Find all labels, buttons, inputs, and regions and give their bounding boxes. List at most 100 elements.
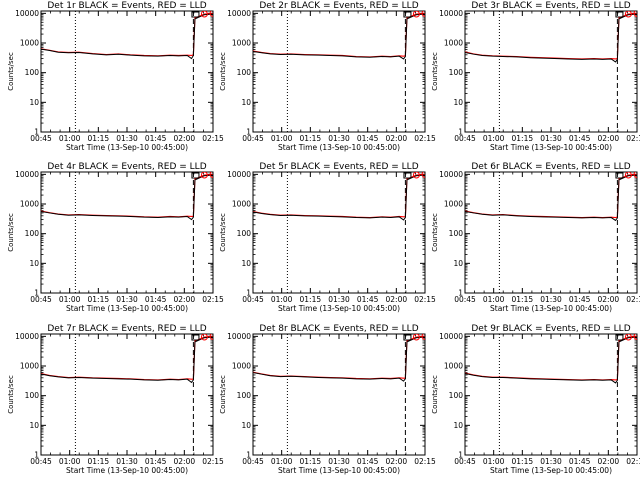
y-tick-label: 10 xyxy=(29,259,39,268)
x-tick-label: 02:00 xyxy=(174,134,196,143)
lld-marker xyxy=(412,11,420,18)
x-tick-label: 01:30 xyxy=(540,457,562,466)
y-tick-label: 10000 xyxy=(227,9,251,18)
events-series-line xyxy=(253,336,425,382)
y-tick-label: 100 xyxy=(449,68,464,77)
lld-series-line xyxy=(465,335,637,381)
events-series-line xyxy=(253,174,425,221)
plot-marks xyxy=(41,172,213,293)
x-tick-label: 00:45 xyxy=(454,295,476,304)
detector-plot: Det 5r BLACK = Events, RED = LLD 1 10 100 10… xyxy=(219,162,436,313)
x-tick-label: 01:45 xyxy=(569,457,591,466)
x-tick-label: 01:30 xyxy=(540,134,562,143)
x-axis-label: Start Time (13-Sep-10 00:45:00) xyxy=(490,304,612,313)
events-series-line xyxy=(465,13,637,63)
x-tick-label: 01:00 xyxy=(271,134,293,143)
x-tick-label: 02:15 xyxy=(414,457,436,466)
x-tick-label: 01:15 xyxy=(300,457,322,466)
lld-marker xyxy=(200,172,208,179)
plot-marks xyxy=(465,11,637,132)
x-tick-label: 01:45 xyxy=(357,457,379,466)
x-tick-label: 01:00 xyxy=(483,134,505,143)
plot-marks xyxy=(253,334,425,455)
y-axis-label: Counts/sec xyxy=(219,375,227,414)
x-tick-label: 01:00 xyxy=(483,457,505,466)
x-tick-label: 02:00 xyxy=(598,134,620,143)
detector-plot: Det 3r BLACK = Events, RED = LLD 1 10 100 10… xyxy=(431,1,640,152)
detector-plot: Det 4r BLACK = Events, RED = LLD 1 10 100 10… xyxy=(7,162,224,313)
y-axis-label: Counts/sec xyxy=(431,213,439,252)
y-tick-label: 1000 xyxy=(444,200,463,209)
lld-marker xyxy=(209,172,213,178)
x-tick-label: 01:00 xyxy=(59,134,81,143)
events-series-line xyxy=(41,13,213,60)
plot-title: Det 3r BLACK = Events, RED = LLD xyxy=(471,1,630,11)
x-tick-label: 02:15 xyxy=(202,457,224,466)
lld-marker xyxy=(412,172,420,179)
x-tick-label: 01:00 xyxy=(59,457,81,466)
plot-title: Det 9r BLACK = Events, RED = LLD xyxy=(471,324,630,334)
lld-marker xyxy=(633,11,637,17)
y-tick-label: 1 xyxy=(458,451,463,460)
y-axis-label: Counts/sec xyxy=(431,52,439,91)
x-tick-label: 00:45 xyxy=(454,457,476,466)
lld-marker xyxy=(624,11,632,18)
y-tick-label: 1 xyxy=(246,451,251,460)
x-tick-label: 01:00 xyxy=(271,295,293,304)
y-tick-label: 10000 xyxy=(227,170,251,179)
y-tick-label: 1000 xyxy=(444,362,463,371)
y-tick-label: 1 xyxy=(34,451,39,460)
y-tick-label: 10 xyxy=(241,98,251,107)
plot-marks xyxy=(465,172,637,293)
y-tick-label: 10000 xyxy=(439,170,463,179)
detector-plot: Det 8r BLACK = Events, RED = LLD 1 10 100 10… xyxy=(219,324,436,475)
x-tick-label: 01:45 xyxy=(145,457,167,466)
y-axis-label: Counts/sec xyxy=(7,213,15,252)
x-tick-label: 02:15 xyxy=(414,134,436,143)
y-tick-label: 1000 xyxy=(232,362,251,371)
plot-marks xyxy=(41,11,213,132)
x-tick-label: 00:45 xyxy=(242,295,264,304)
plot-title: Det 5r BLACK = Events, RED = LLD xyxy=(259,162,418,172)
y-tick-label: 10 xyxy=(29,98,39,107)
y-tick-label: 1 xyxy=(34,128,39,137)
x-tick-label: 01:45 xyxy=(357,295,379,304)
detector-plot: Det 7r BLACK = Events, RED = LLD 1 10 100 10… xyxy=(7,324,224,475)
lld-series-line xyxy=(253,173,425,219)
y-axis-label: Counts/sec xyxy=(7,52,15,91)
x-tick-label: 01:45 xyxy=(145,295,167,304)
plot-marks xyxy=(253,172,425,293)
x-tick-label: 01:00 xyxy=(59,295,81,304)
y-tick-label: 1000 xyxy=(20,200,39,209)
lld-marker xyxy=(624,334,632,341)
y-tick-label: 1 xyxy=(458,289,463,298)
events-marker xyxy=(191,334,200,341)
plot-frame xyxy=(40,10,214,133)
plot-title: Det 6r BLACK = Events, RED = LLD xyxy=(471,162,630,172)
x-tick-label: 00:45 xyxy=(242,134,264,143)
x-axis-label: Start Time (13-Sep-10 00:45:00) xyxy=(278,304,400,313)
x-tick-label: 01:15 xyxy=(512,295,534,304)
plot-frame xyxy=(464,171,638,294)
y-tick-label: 10000 xyxy=(15,170,39,179)
events-marker xyxy=(615,334,624,341)
x-tick-label: 01:45 xyxy=(569,295,591,304)
x-tick-label: 01:30 xyxy=(328,295,350,304)
x-axis-label: Start Time (13-Sep-10 00:45:00) xyxy=(66,466,188,475)
y-tick-label: 10000 xyxy=(15,332,39,341)
y-axis-label: Counts/sec xyxy=(219,213,227,252)
x-tick-label: 02:15 xyxy=(414,295,436,304)
x-tick-label: 01:45 xyxy=(357,134,379,143)
lld-marker xyxy=(421,172,425,178)
y-tick-label: 100 xyxy=(449,391,464,400)
y-tick-label: 1000 xyxy=(232,39,251,48)
y-tick-label: 1000 xyxy=(232,200,251,209)
y-tick-label: 1000 xyxy=(20,39,39,48)
plot-marks xyxy=(253,11,425,132)
x-tick-label: 01:30 xyxy=(328,134,350,143)
y-tick-label: 10000 xyxy=(439,332,463,341)
x-axis-label: Start Time (13-Sep-10 00:45:00) xyxy=(490,143,612,152)
x-axis-label: Start Time (13-Sep-10 00:45:00) xyxy=(66,304,188,313)
x-tick-label: 01:30 xyxy=(328,457,350,466)
